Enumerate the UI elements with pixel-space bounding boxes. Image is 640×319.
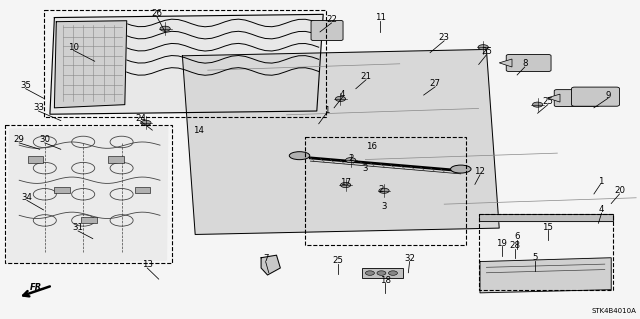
Text: 18: 18 xyxy=(380,276,391,285)
FancyBboxPatch shape xyxy=(311,20,343,41)
Text: 17: 17 xyxy=(340,178,351,187)
Text: 1: 1 xyxy=(324,106,329,115)
Text: 35: 35 xyxy=(20,81,31,90)
Polygon shape xyxy=(480,258,611,293)
Text: 14: 14 xyxy=(193,126,204,135)
Polygon shape xyxy=(547,94,560,102)
Circle shape xyxy=(346,158,356,163)
Bar xyxy=(54,187,70,193)
Text: 2: 2 xyxy=(348,154,353,163)
Bar xyxy=(362,268,403,278)
Circle shape xyxy=(388,271,397,275)
Text: 6: 6 xyxy=(515,232,520,241)
Text: 7: 7 xyxy=(263,254,268,263)
Text: 22: 22 xyxy=(326,15,337,24)
Circle shape xyxy=(141,120,151,125)
FancyBboxPatch shape xyxy=(554,90,599,107)
Bar xyxy=(5,125,172,263)
Circle shape xyxy=(335,96,346,101)
Circle shape xyxy=(532,102,543,107)
Text: 21: 21 xyxy=(360,72,372,81)
Polygon shape xyxy=(479,214,613,221)
Polygon shape xyxy=(50,14,323,114)
Text: 16: 16 xyxy=(365,142,377,151)
Circle shape xyxy=(340,182,351,188)
Text: 33: 33 xyxy=(33,103,44,112)
Text: 32: 32 xyxy=(404,254,415,263)
Text: 5: 5 xyxy=(532,253,538,262)
Circle shape xyxy=(478,45,488,50)
Text: 28: 28 xyxy=(509,241,520,250)
Text: 25: 25 xyxy=(332,256,344,265)
Text: 3: 3 xyxy=(362,164,367,173)
Polygon shape xyxy=(182,49,499,234)
Text: 19: 19 xyxy=(497,239,507,248)
Text: 29: 29 xyxy=(14,135,24,144)
Text: 34: 34 xyxy=(21,193,33,202)
Polygon shape xyxy=(54,21,127,108)
Ellipse shape xyxy=(289,152,310,160)
Circle shape xyxy=(379,188,389,193)
Circle shape xyxy=(377,271,386,275)
Text: 20: 20 xyxy=(614,186,625,195)
Text: 3: 3 xyxy=(381,202,387,211)
Bar xyxy=(135,187,150,193)
Text: 26: 26 xyxy=(151,9,163,18)
Text: 4: 4 xyxy=(599,205,604,214)
Polygon shape xyxy=(261,255,280,275)
Text: 15: 15 xyxy=(542,223,554,232)
Text: 31: 31 xyxy=(72,223,84,232)
Bar xyxy=(44,10,326,117)
Text: 27: 27 xyxy=(429,79,441,88)
Text: 1: 1 xyxy=(598,177,603,186)
Bar xyxy=(305,137,466,245)
Text: FR.: FR. xyxy=(29,283,45,292)
Text: 12: 12 xyxy=(474,167,486,176)
FancyBboxPatch shape xyxy=(572,87,620,106)
Circle shape xyxy=(365,271,374,275)
Text: STK4B4010A: STK4B4010A xyxy=(592,308,637,314)
Bar xyxy=(28,156,43,163)
Text: 11: 11 xyxy=(374,13,386,22)
Polygon shape xyxy=(499,59,512,67)
Text: 23: 23 xyxy=(438,33,450,42)
Text: 13: 13 xyxy=(141,260,153,269)
Text: 8: 8 xyxy=(522,59,527,68)
Bar xyxy=(108,156,124,163)
Bar xyxy=(81,217,97,223)
Text: 24: 24 xyxy=(135,114,147,122)
Text: 4: 4 xyxy=(340,90,345,99)
Text: 30: 30 xyxy=(39,135,51,144)
Text: 10: 10 xyxy=(68,43,79,52)
Text: 9: 9 xyxy=(605,91,611,100)
Polygon shape xyxy=(8,126,168,263)
FancyBboxPatch shape xyxy=(506,55,551,71)
Ellipse shape xyxy=(451,165,471,173)
Bar xyxy=(479,214,613,290)
Text: 2: 2 xyxy=(379,185,384,194)
Text: 25: 25 xyxy=(481,47,492,56)
Text: 25: 25 xyxy=(542,97,554,106)
Circle shape xyxy=(160,26,170,31)
